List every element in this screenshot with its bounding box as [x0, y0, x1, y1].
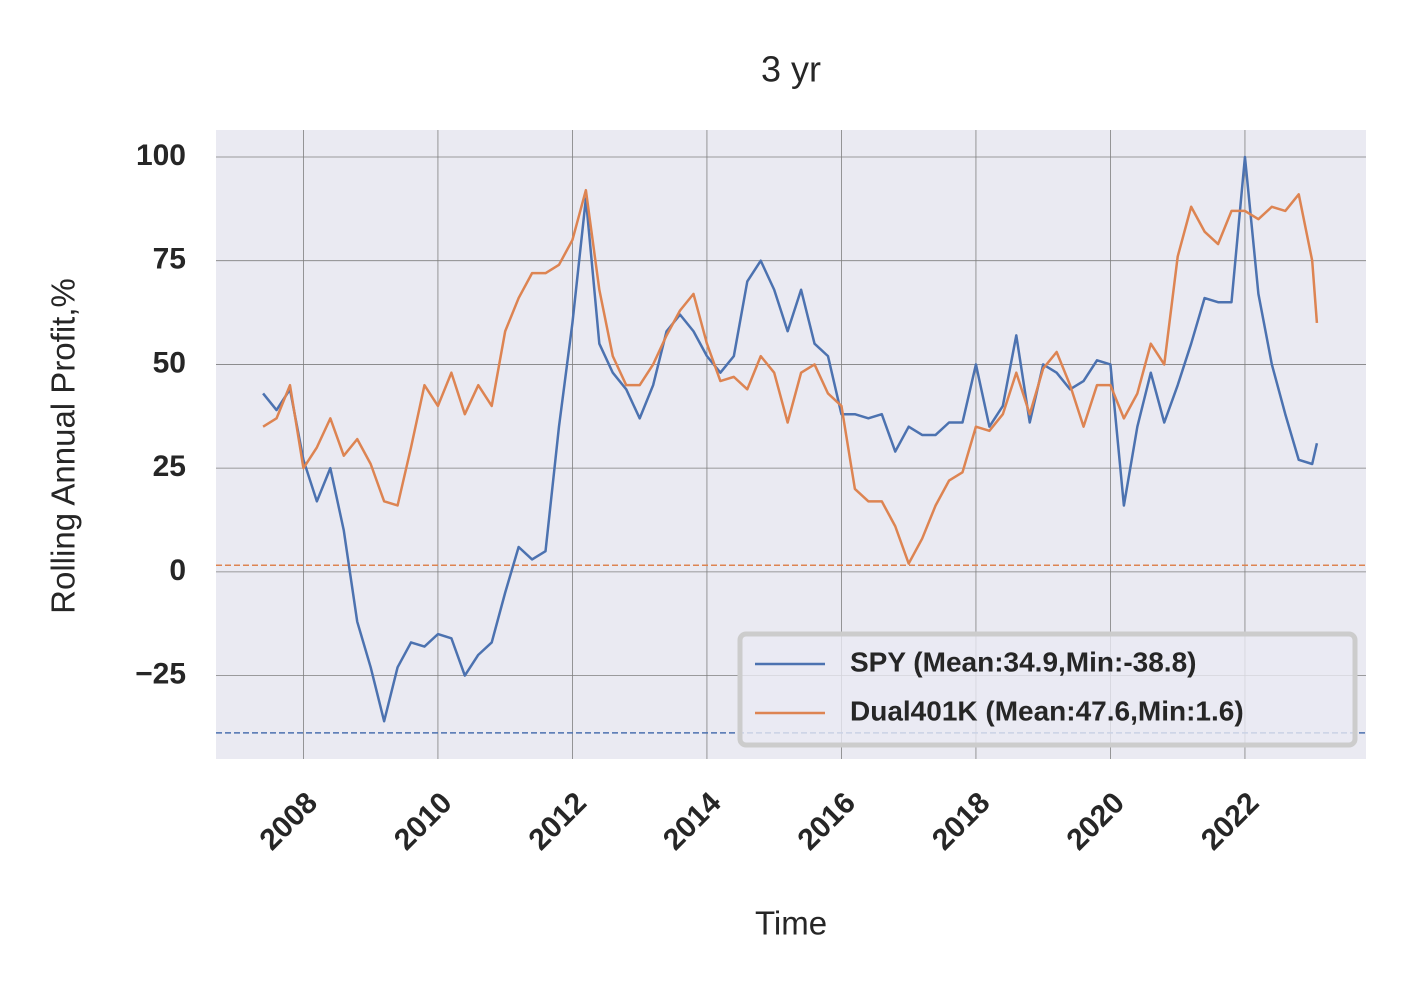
legend-label: SPY (Mean:34.9,Min:-38.8) — [850, 646, 1196, 677]
y-tick-label: 50 — [153, 346, 186, 379]
series-line — [262, 188, 1319, 565]
x-tick-label: 2018 — [926, 786, 997, 857]
y-tick-label: −25 — [135, 658, 186, 691]
legend-label: Dual401K (Mean:47.6,Min:1.6) — [850, 695, 1244, 726]
x-tick-label: 2016 — [791, 786, 862, 857]
x-tick-label: 2008 — [253, 786, 324, 857]
x-tick-label: 2022 — [1195, 786, 1266, 857]
x-tick-label: 2012 — [522, 786, 593, 857]
y-axis-label: Rolling Annual Profit,% — [45, 278, 82, 614]
x-tick-label: 2014 — [657, 786, 728, 857]
y-tick-label: 75 — [153, 243, 186, 276]
y-tick-label: 0 — [169, 554, 186, 587]
y-tick-label: 25 — [153, 450, 186, 483]
legend-box — [737, 631, 1358, 748]
chart-title: 3 yr — [761, 49, 821, 90]
x-tick-label: 2020 — [1060, 786, 1131, 857]
x-tick-label: 2010 — [388, 786, 459, 857]
y-tick-label: 100 — [136, 139, 186, 172]
x-axis-label: Time — [755, 905, 827, 942]
series-line — [262, 155, 1319, 723]
